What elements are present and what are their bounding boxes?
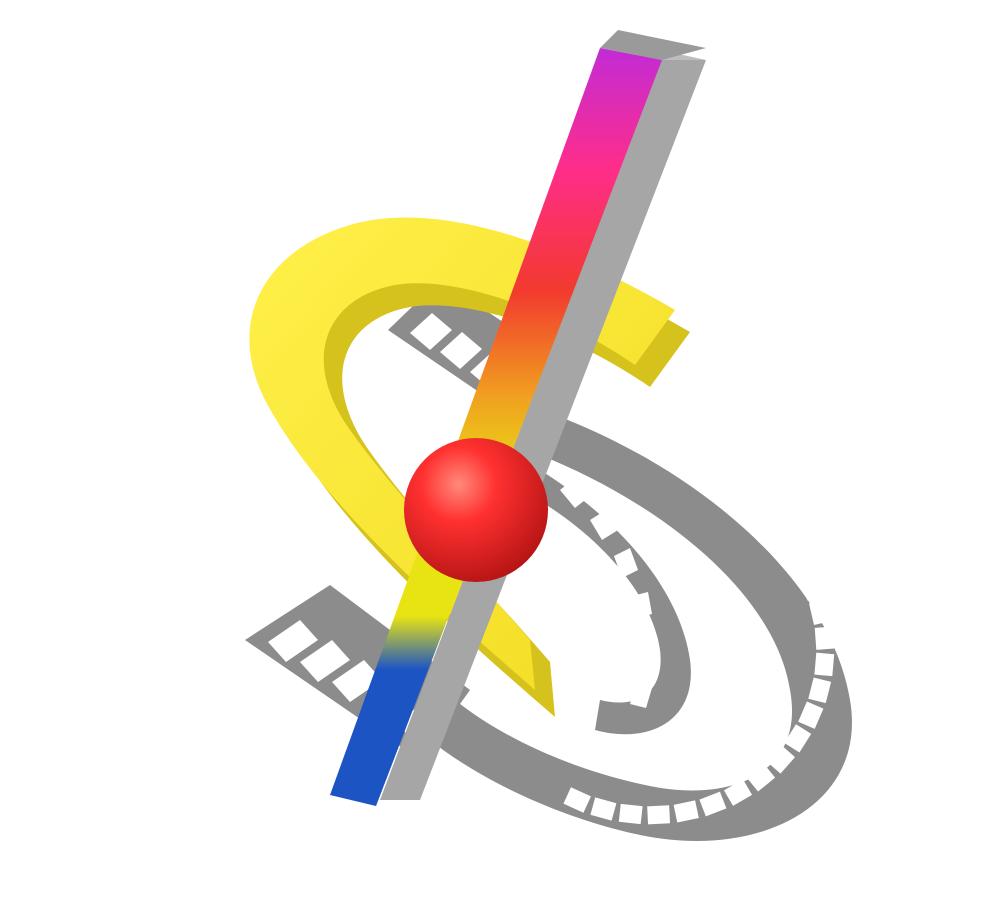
film-sprocket-hole [785,549,813,578]
film-sprocket-hole [723,779,753,806]
film-sprocket-hole [814,652,835,677]
film-sprocket-hole [699,791,727,817]
film-sprocket-hole [799,573,825,601]
film-sprocket-hole [784,724,812,753]
film-sprocket-holes [563,549,835,825]
film-sprocket-hole [809,599,832,625]
film-sprocket-hole [746,763,776,792]
film-sprocket-hole [673,800,699,823]
film-sprocket-hole [798,701,824,729]
film-sprocket-hole [563,787,591,813]
film-sprocket-hole [647,805,671,825]
film-sprocket-hole [766,745,796,774]
film-strip-front-loop [430,415,852,841]
film-sprocket-hole [814,626,835,650]
film-sprocket-hole [618,803,643,825]
film-sprocket-hole [590,797,617,821]
red-ball [404,438,548,582]
rainbow-bar [330,30,706,806]
film-sprocket-hole [808,677,832,704]
